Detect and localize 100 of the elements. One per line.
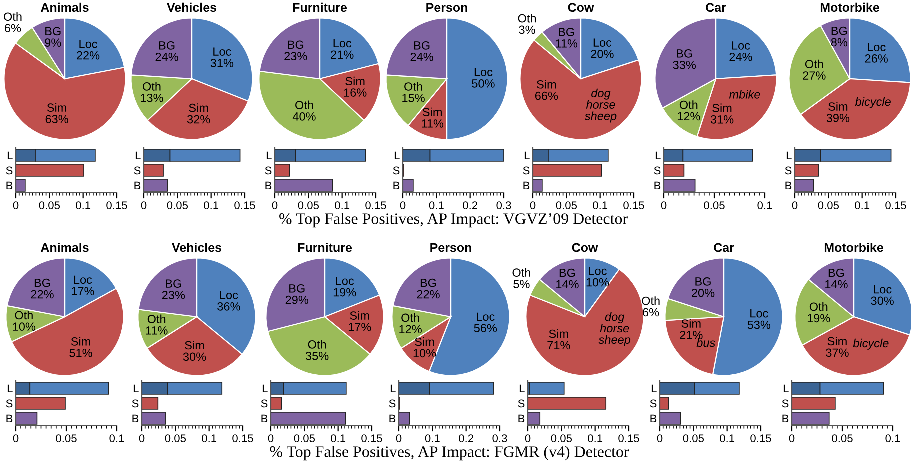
x-tick-label: 0.15 xyxy=(750,434,772,442)
bar xyxy=(795,179,814,192)
y-tick-label: L xyxy=(136,152,141,160)
slice-label: Oth xyxy=(810,302,828,312)
data-label: 11% xyxy=(146,326,168,335)
data-label: 19% xyxy=(334,288,356,297)
x-tick-label: 0 xyxy=(789,434,795,442)
chart-title: Motorbike xyxy=(820,2,880,12)
x-tick-label: 0.1 xyxy=(855,202,870,210)
slice-label: Loc xyxy=(80,40,98,48)
y-tick-label: L xyxy=(134,384,139,393)
x-tick-label: 0.05 xyxy=(818,202,840,210)
chart-title: Animals xyxy=(41,2,89,12)
slice-label: Oth xyxy=(143,82,161,91)
chart-title: Person xyxy=(426,3,468,12)
data-label: 3% xyxy=(519,26,536,34)
data-label: 26% xyxy=(865,54,888,63)
data-label: 71% xyxy=(548,341,570,350)
y-tick-label: B xyxy=(394,182,400,190)
bar xyxy=(271,397,282,410)
slice-label: Oth xyxy=(404,82,422,91)
y-tick-label: B xyxy=(132,414,139,423)
x-tick-label: 0.05 xyxy=(39,202,60,210)
bar xyxy=(660,397,670,410)
slice-label: Oth xyxy=(308,340,326,349)
slice-label: Oth xyxy=(4,12,22,22)
x-tick-label: 0.1 xyxy=(204,202,219,210)
x-tick-label: 0.05 xyxy=(551,434,572,442)
y-tick-label: S xyxy=(518,400,525,408)
y-tick-label: B xyxy=(524,182,530,190)
data-label: 22% xyxy=(31,290,54,299)
data-label: 19% xyxy=(808,314,830,323)
slice-label: Loc xyxy=(594,38,612,47)
y-tick-label: S xyxy=(785,166,792,175)
y-tick-label: S xyxy=(6,400,13,408)
data-label: 11% xyxy=(556,40,578,48)
slice-label: Loc xyxy=(336,277,354,286)
data-label: 27% xyxy=(803,72,826,80)
x-tick-label: 0.1 xyxy=(202,434,217,442)
x-tick-label: 0.15 xyxy=(362,434,382,442)
x-tick-label: 0.15 xyxy=(234,202,256,210)
data-label: 31% xyxy=(710,115,734,124)
slice-label: Oth xyxy=(296,100,314,110)
bar xyxy=(144,179,168,192)
x-tick-label: 0.05 xyxy=(294,434,316,442)
slice-label: Sim xyxy=(47,103,66,112)
slice-label: Loc xyxy=(214,48,232,56)
slice-label: Oth xyxy=(680,100,698,110)
chart-title: Vehicles xyxy=(172,242,222,252)
y-tick-label: L xyxy=(390,384,396,393)
data-label: 29% xyxy=(286,296,309,304)
chart-title: Furniture xyxy=(298,242,352,252)
x-tick-label: 0.3 xyxy=(496,202,512,210)
slice-label: Loc xyxy=(589,267,607,276)
data-label: 13% xyxy=(141,94,164,102)
data-label: 10% xyxy=(13,322,36,332)
slice-label: Loc xyxy=(750,310,768,318)
data-label: 31% xyxy=(210,59,234,68)
bar xyxy=(528,397,607,410)
x-tick-label: 0.1 xyxy=(429,202,444,210)
y-tick-label: L xyxy=(262,384,268,393)
slice-label: Loc xyxy=(74,276,92,284)
data-label: 15% xyxy=(402,94,425,102)
x-tick-label: 0 xyxy=(530,202,536,210)
x-tick-label: 0 xyxy=(657,434,663,442)
data-label: 33% xyxy=(673,60,696,70)
data-label: 32% xyxy=(187,115,210,124)
slice-label: BG xyxy=(677,50,692,58)
slice-label: Loc xyxy=(474,68,493,76)
x-tick-label: 0 xyxy=(792,202,798,210)
bar xyxy=(660,412,682,425)
data-label: 17% xyxy=(72,287,94,296)
bar xyxy=(533,164,602,177)
bar xyxy=(142,412,166,425)
slice-label: Oth xyxy=(512,268,530,278)
bar xyxy=(403,179,414,192)
x-tick-label: 0.05 xyxy=(832,434,853,442)
x-tick-label: 0.1 xyxy=(76,202,91,210)
x-tick-label: 0 xyxy=(661,202,667,210)
slice-label: BG xyxy=(414,42,430,50)
x-tick-label: 0.05 xyxy=(298,202,320,210)
y-tick-label: S xyxy=(265,166,272,175)
data-label: 23% xyxy=(284,52,308,61)
text: dog horse sheep xyxy=(584,88,617,123)
bar xyxy=(16,164,84,177)
x-tick-label: 0.1 xyxy=(110,434,124,442)
data-label: 40% xyxy=(292,112,316,121)
slice-label: Sim xyxy=(346,76,365,86)
data-label: 17% xyxy=(348,323,372,332)
x-tick-label: 0 xyxy=(400,202,406,210)
x-tick-label: 0.05 xyxy=(167,202,188,210)
x-tick-label: 0.05 xyxy=(556,202,578,210)
data-label: 14% xyxy=(826,280,848,289)
y-tick-label: L xyxy=(656,152,661,160)
data-label: 24% xyxy=(156,52,178,62)
x-tick-label: 0.15 xyxy=(624,202,644,210)
data-label: 12% xyxy=(678,112,700,121)
bar xyxy=(792,412,830,425)
slice-label: Sim xyxy=(71,337,90,346)
bar xyxy=(528,412,541,425)
